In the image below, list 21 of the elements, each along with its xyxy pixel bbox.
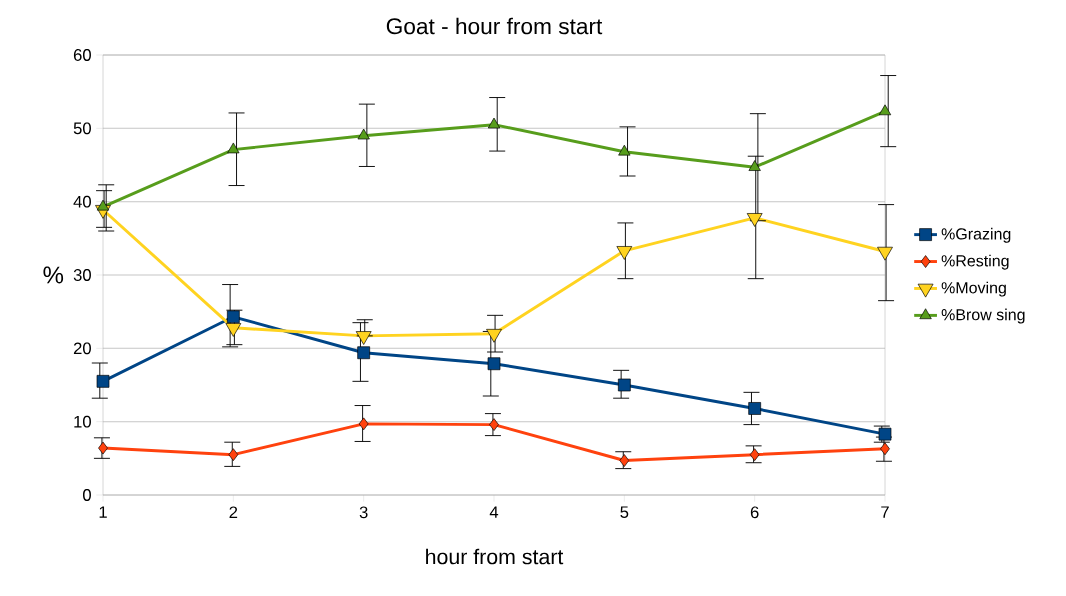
x-tick-label: 3 (359, 506, 368, 519)
y-axis-title: % (43, 266, 64, 284)
y-tick-label: 10 (74, 415, 91, 428)
y-tick-label: 40 (73, 195, 91, 208)
chart-title: Goat - hour from start (386, 17, 603, 35)
x-tick-label: 1 (99, 506, 107, 518)
y-tick-label: 50 (73, 122, 91, 135)
x-tick-label: 6 (750, 506, 759, 519)
x-tick-label: 4 (489, 506, 499, 518)
legend-label: %Brow sing (941, 308, 1025, 324)
legend-label: %Grazing (941, 227, 1011, 243)
x-tick-label: 2 (229, 506, 238, 519)
legend-label: %Resting (941, 254, 1009, 270)
y-tick-label: 30 (73, 269, 91, 281)
y-tick-label: 60 (73, 49, 91, 61)
legend-label: %Moving (941, 281, 1006, 297)
y-tick-label: 0 (83, 489, 91, 501)
x-tick-label: 7 (881, 506, 889, 518)
x-tick-label: 5 (620, 506, 629, 519)
y-tick-label: 20 (73, 342, 91, 355)
x-axis-title: hour from start (426, 548, 564, 565)
